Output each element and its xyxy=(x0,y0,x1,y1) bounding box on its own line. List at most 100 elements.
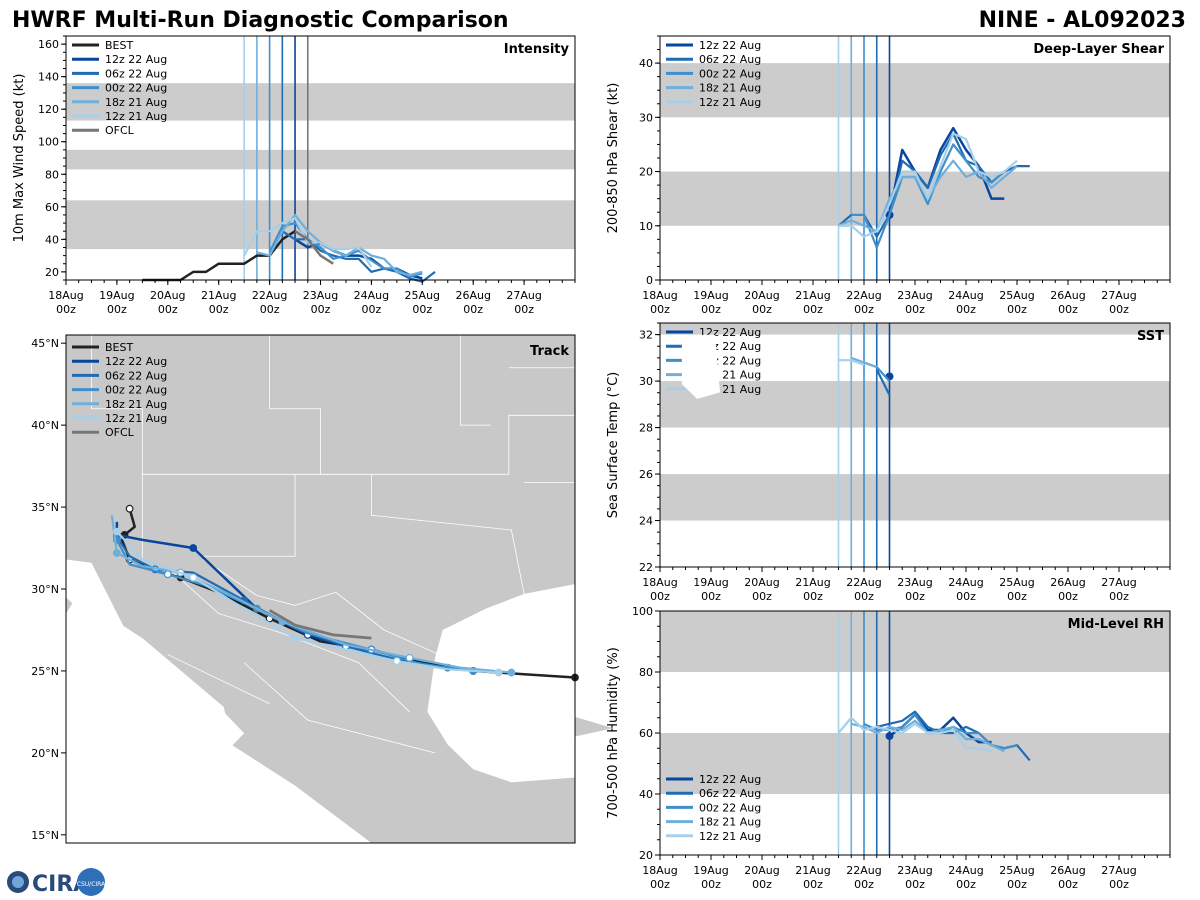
border-line xyxy=(203,474,296,557)
x-tick-hour: 00z xyxy=(956,878,976,891)
threshold-band xyxy=(660,611,1170,672)
x-tick-day: 20Aug xyxy=(744,864,779,877)
x-tick-day: 22Aug xyxy=(846,576,881,589)
legend-label: 00z 22 Aug xyxy=(105,384,167,397)
x-tick-hour: 00z xyxy=(650,590,670,603)
panel-title: Deep-Layer Shear xyxy=(1033,42,1164,57)
x-tick-hour: 00z xyxy=(412,303,432,316)
y-tick-label: 20 xyxy=(639,849,653,862)
x-tick-day: 25Aug xyxy=(999,576,1034,589)
x-tick-day: 24Aug xyxy=(948,289,983,302)
y-tick-label: 60 xyxy=(639,727,653,740)
y-tick-label: 20 xyxy=(639,166,653,179)
track-line xyxy=(110,515,512,674)
legend-label: 18z 21 Aug xyxy=(699,82,761,95)
x-tick-hour: 00z xyxy=(905,303,925,316)
x-tick-day: 25Aug xyxy=(405,289,440,302)
y-tick-label: 40 xyxy=(639,788,653,801)
lat-tick-label: 40°N xyxy=(31,419,59,432)
legend-label: 18z 21 Aug xyxy=(105,96,167,109)
x-tick-hour: 00z xyxy=(260,303,280,316)
x-tick-hour: 00z xyxy=(701,590,721,603)
x-tick-hour: 00z xyxy=(514,303,534,316)
series-line xyxy=(838,359,865,366)
x-tick-day: 26Aug xyxy=(1050,576,1085,589)
y-tick-label: 30 xyxy=(639,375,653,388)
border-line xyxy=(243,662,436,754)
lat-tick-label: 20°N xyxy=(31,747,59,760)
track-point xyxy=(125,504,134,513)
series-line xyxy=(888,126,1005,216)
x-tick-hour: 00z xyxy=(854,878,874,891)
y-axis-label: 700-500 hPa Humidity (%) xyxy=(606,647,621,819)
gulf-of-california xyxy=(66,559,245,747)
x-tick-day: 26Aug xyxy=(1050,289,1085,302)
x-tick-day: 21Aug xyxy=(795,864,830,877)
logo-emblem-text: CSU/CIRA xyxy=(77,881,106,888)
track-point xyxy=(189,573,198,582)
border-line xyxy=(167,567,410,713)
border-line xyxy=(203,559,443,657)
x-tick-day: 27Aug xyxy=(1101,576,1136,589)
x-tick-hour: 00z xyxy=(752,878,772,891)
border-line xyxy=(460,335,492,426)
legend-label: 12z 21 Aug xyxy=(105,110,167,123)
x-tick-day: 23Aug xyxy=(897,289,932,302)
threshold-band xyxy=(660,323,1170,335)
y-axis-label: Sea Surface Temp (°C) xyxy=(606,372,621,519)
x-tick-hour: 00z xyxy=(209,303,229,316)
y-axis-label: 10m Max Wind Speed (kt) xyxy=(12,74,27,243)
x-tick-hour: 00z xyxy=(1058,878,1078,891)
x-tick-day: 20Aug xyxy=(744,576,779,589)
land-mass xyxy=(575,716,614,737)
x-tick-hour: 00z xyxy=(752,303,772,316)
x-tick-day: 22Aug xyxy=(252,289,287,302)
legend-label: 00z 22 Aug xyxy=(105,82,167,95)
threshold-band xyxy=(66,200,575,250)
x-tick-hour: 00z xyxy=(463,303,483,316)
y-tick-label: 140 xyxy=(38,71,59,84)
x-tick-day: 19Aug xyxy=(693,576,728,589)
legend-label: 12z 22 Aug xyxy=(105,53,167,66)
x-tick-day: 19Aug xyxy=(693,864,728,877)
track-point xyxy=(291,634,299,643)
x-tick-hour: 00z xyxy=(650,878,670,891)
x-tick-hour: 00z xyxy=(956,590,976,603)
y-tick-label: 160 xyxy=(38,38,59,51)
x-tick-day: 21Aug xyxy=(795,289,830,302)
x-tick-hour: 00z xyxy=(905,878,925,891)
series-line xyxy=(875,368,891,396)
x-tick-hour: 00z xyxy=(752,590,772,603)
x-tick-day: 26Aug xyxy=(455,289,490,302)
x-tick-day: 18Aug xyxy=(642,289,677,302)
series-line xyxy=(294,230,334,265)
threshold-band xyxy=(66,149,575,170)
legend-label: BEST xyxy=(105,39,133,52)
logo-globe-inner xyxy=(12,876,24,888)
threshold-band xyxy=(660,63,1170,118)
x-tick-day: 23Aug xyxy=(303,289,338,302)
y-axis-label: 200-850 hPa Shear (kt) xyxy=(606,83,621,234)
track-point xyxy=(189,544,198,552)
y-tick-label: 100 xyxy=(38,136,59,149)
border-line xyxy=(167,654,270,705)
x-tick-hour: 00z xyxy=(650,303,670,316)
x-tick-hour: 00z xyxy=(956,303,976,316)
track-line xyxy=(268,609,372,640)
legend-label: OFCL xyxy=(105,426,135,439)
y-tick-label: 40 xyxy=(639,57,653,70)
x-tick-day: 26Aug xyxy=(1050,864,1085,877)
threshold-band xyxy=(660,733,1170,794)
y-tick-label: 22 xyxy=(639,561,653,574)
x-tick-day: 25Aug xyxy=(999,864,1034,877)
x-tick-hour: 00z xyxy=(1007,590,1027,603)
legend-label: 12z 21 Aug xyxy=(699,96,761,109)
legend-label: OFCL xyxy=(105,124,135,137)
track-point xyxy=(405,653,414,662)
legend-label: 00z 22 Aug xyxy=(699,801,761,814)
threshold-band xyxy=(66,83,575,121)
y-tick-label: 28 xyxy=(639,422,653,435)
lat-tick-label: 15°N xyxy=(31,829,59,842)
legend-label: BEST xyxy=(105,341,133,354)
chart-rh: 2040608010018Aug00z19Aug00z20Aug00z21Aug… xyxy=(606,605,1171,891)
